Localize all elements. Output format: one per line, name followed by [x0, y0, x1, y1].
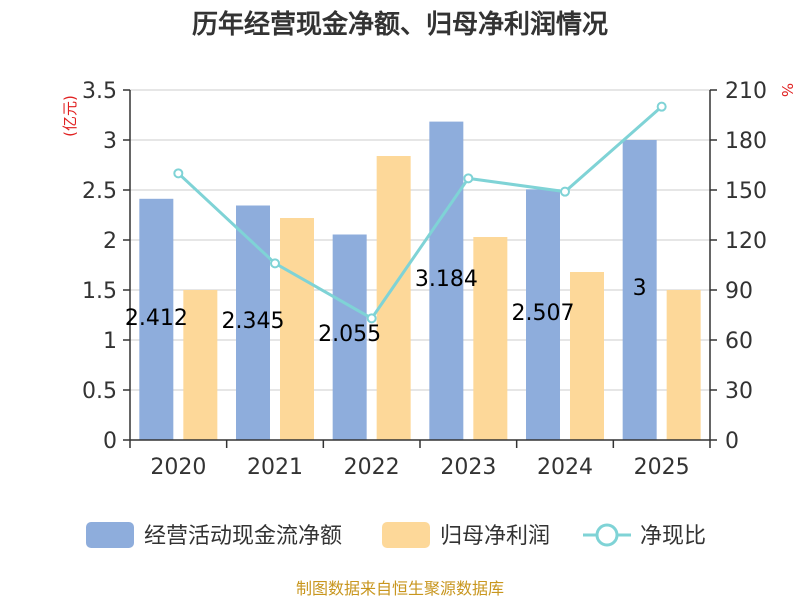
legend-item-cashflow[interactable]: 经营活动现金流净额 [86, 522, 342, 549]
bar-cashflow-2024 [526, 189, 560, 440]
x-tick-label: 2021 [247, 455, 303, 480]
x-tick-label: 2025 [634, 455, 690, 480]
y-right-ticks: 0 30 60 90 120 150 180 210 [725, 79, 767, 454]
y-left-tick-label: 1.5 [82, 279, 117, 304]
bar-cashflow-2025 [622, 140, 657, 440]
legend-swatch-profit [382, 522, 430, 548]
y-right-tick-label: 180 [725, 129, 767, 154]
y-right-tick-label: 90 [725, 279, 753, 304]
ratio-point-2020 [173, 168, 184, 179]
legend-item-ratio[interactable]: 净现比 [583, 523, 706, 549]
ratio-point-2021 [270, 258, 280, 269]
data-label-cashflow-2020: 2.412 [125, 306, 188, 331]
data-label-cashflow-2025: 3 [633, 276, 647, 301]
legend-item-profit[interactable]: 归母净利润 [382, 522, 550, 549]
y-right-tick-label: 150 [725, 179, 767, 204]
y-right-tick-label: 30 [725, 379, 753, 404]
data-label-cashflow-2022: 2.055 [318, 322, 381, 347]
legend-label-cashflow: 经营活动现金流净额 [144, 524, 342, 549]
y-left-tick-label: 2.5 [82, 179, 117, 204]
data-label-cashflow-2021: 2.345 [222, 309, 285, 334]
y-right-tick-label: 120 [725, 229, 767, 254]
ratio-point-2022 [366, 313, 377, 324]
data-label-cashflow-2024: 2.507 [512, 301, 575, 326]
y-left-axis-label: (亿元) [61, 95, 79, 137]
bar-profit-2020 [183, 290, 218, 440]
data-labels: 2.412 2.345 2.055 3.184 2.507 3 [125, 267, 647, 347]
ratio-polyline [177, 105, 663, 321]
legend: 经营活动现金流净额 归母净利润 净现比 [86, 522, 706, 549]
bars [139, 121, 701, 440]
y-left-tick-label: 1 [103, 329, 117, 354]
ratio-line [173, 101, 667, 324]
legend-marker-ratio [595, 523, 619, 547]
source-note: 制图数据来自恒生聚源数据库 [296, 579, 504, 598]
y-left-tick-label: 0.5 [82, 379, 117, 404]
ratio-point-2025 [656, 101, 667, 112]
bar-profit-2023 [473, 237, 508, 440]
bar-profit-2021 [280, 218, 314, 440]
ratio-point-2023 [463, 173, 474, 184]
y-right-tick-label: 60 [725, 329, 753, 354]
legend-label-ratio: 净现比 [640, 524, 706, 549]
y-left-ticks: 0 0.5 1 1.5 2 2.5 3 3.5 [82, 79, 117, 454]
axes [123, 89, 717, 448]
legend-swatch-cashflow [86, 522, 134, 548]
y-left-tick-label: 3 [103, 129, 117, 154]
chart-title: 历年经营现金净额、归母净利润情况 [192, 9, 608, 40]
x-tick-label: 2023 [440, 455, 496, 480]
legend-label-profit: 归母净利润 [440, 524, 550, 549]
y-left-tick-label: 0 [103, 429, 117, 454]
y-right-tick-label: 0 [725, 429, 739, 454]
bar-cashflow-2020 [139, 198, 174, 440]
y-left-tick-label: 2 [103, 229, 117, 254]
grid-lines [130, 89, 710, 391]
bar-cashflow-2022 [332, 234, 367, 440]
bar-profit-2022 [376, 156, 411, 440]
bar-profit-2025 [666, 290, 701, 440]
y-right-tick-label: 210 [725, 79, 767, 104]
data-label-cashflow-2023: 3.184 [415, 267, 478, 292]
x-tick-label: 2022 [344, 455, 400, 480]
x-tick-label: 2020 [150, 455, 206, 480]
y-right-axis-label: % [778, 83, 796, 97]
bar-cashflow-2023 [429, 121, 464, 440]
x-tick-label: 2024 [537, 455, 593, 480]
y-left-tick-label: 3.5 [82, 79, 117, 104]
ratio-point-2024 [560, 186, 570, 197]
x-ticks: 2020 2021 2022 2023 2024 2025 [150, 455, 689, 480]
bar-profit-2024 [570, 272, 604, 440]
